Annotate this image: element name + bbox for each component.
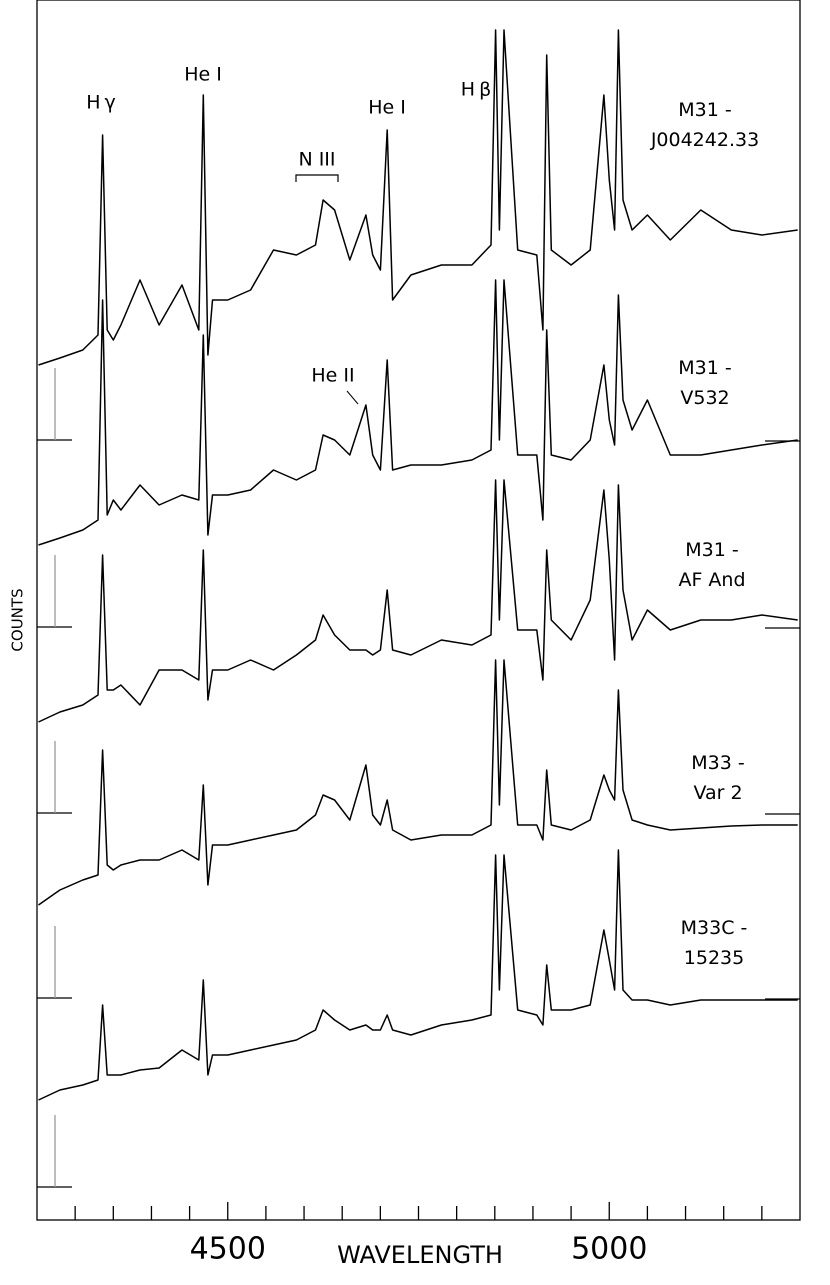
spectrum-line (38, 479, 798, 723)
spectrum-line (38, 279, 798, 546)
line-annotation: He I (184, 64, 222, 86)
spectrum-line (38, 29, 798, 366)
line-annotation: He II (311, 365, 354, 387)
spectrum-line (38, 849, 798, 1101)
spectrum-label: M31 - AF And (678, 539, 746, 591)
spectrum-label: M31 - V532 (678, 357, 732, 409)
x-tick-label: 5000 (571, 1232, 647, 1267)
line-annotation: Hγ (86, 92, 120, 114)
spectrum-label: M31 - J004242.33 (650, 99, 760, 151)
x-tick-label: 4500 (190, 1232, 266, 1267)
plot-frame (36, 0, 801, 1221)
he2-leader (346, 390, 359, 405)
line-annotation: He I (368, 97, 406, 119)
spectrum-line (38, 659, 798, 906)
spectrum-label: M33 - Var 2 (691, 752, 745, 804)
n3-bracket (295, 174, 339, 182)
y-axis-label: COUNTS (9, 588, 27, 651)
spectra (38, 29, 798, 1101)
spectrum-label: M33C - 15235 (680, 917, 748, 969)
x-axis-label: WAVELENGTH (337, 1241, 503, 1269)
line-annotation: N III (298, 149, 335, 171)
line-annotation: Hβ (461, 79, 495, 101)
